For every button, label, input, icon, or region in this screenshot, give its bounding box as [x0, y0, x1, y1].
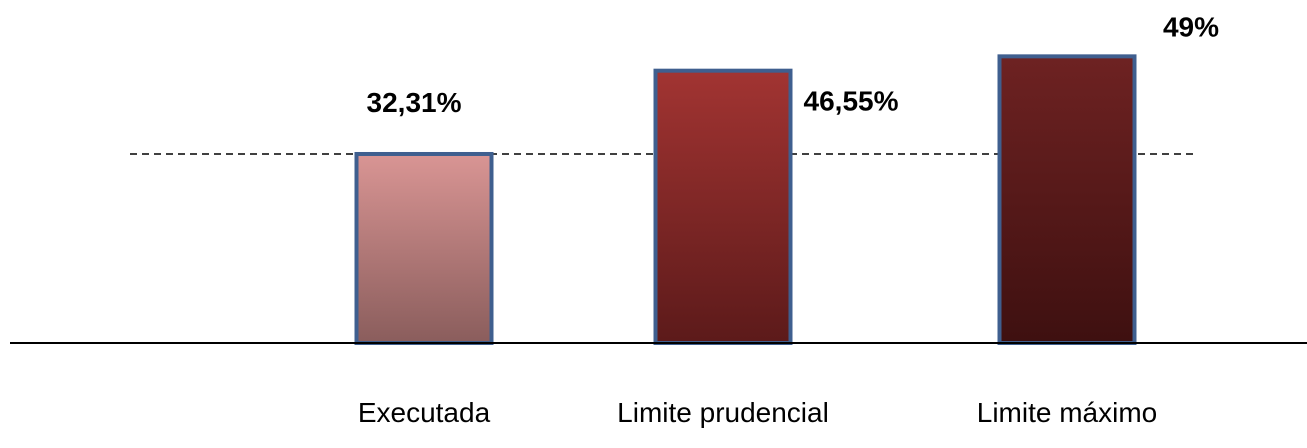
- category-label-2: Limite prudencial: [617, 397, 829, 428]
- category-labels-group: Executada Limite prudencial Limite máximo: [358, 397, 1157, 428]
- bar-2: [653, 68, 793, 346]
- category-label-1: Executada: [358, 397, 491, 428]
- bar-3: [997, 54, 1137, 345]
- bars-group: [354, 54, 1137, 346]
- value-label-2: 46,55%: [804, 86, 899, 117]
- bar-1: [354, 151, 494, 345]
- value-labels-group: 32,31% 46,55% 49%: [367, 11, 1220, 118]
- value-label-1: 32,31%: [367, 87, 462, 118]
- category-label-3: Limite máximo: [977, 397, 1157, 428]
- value-label-3: 49%: [1163, 11, 1219, 42]
